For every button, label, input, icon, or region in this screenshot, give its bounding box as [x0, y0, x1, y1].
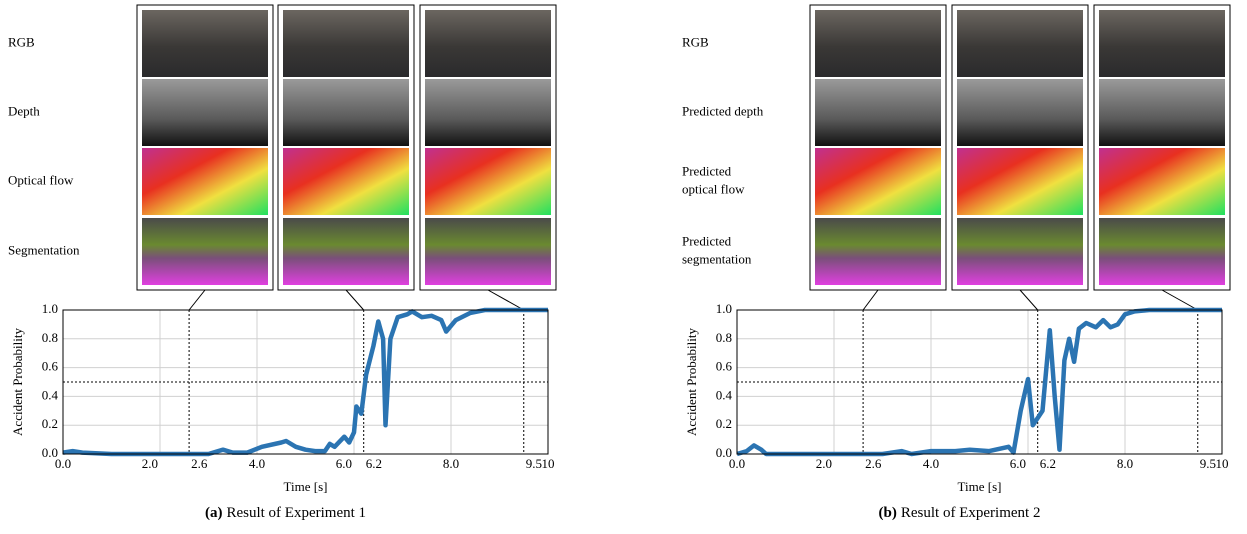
caption-label: (b): [879, 505, 897, 521]
frame-image: [1099, 148, 1225, 215]
y-tick-label: 0.2: [42, 416, 58, 431]
frame-image: [142, 10, 268, 77]
x-tick-label: 9.5: [526, 456, 542, 471]
row-label: optical flow: [682, 181, 745, 196]
caption: (b) Result of Experiment 2: [879, 505, 1041, 521]
y-tick-label: 0.6: [42, 359, 59, 374]
y-axis-label: Accident Probability: [684, 328, 699, 436]
y-tick-label: 0.0: [42, 445, 58, 460]
frame-image: [1099, 218, 1225, 285]
frame-image: [283, 148, 409, 215]
x-axis-label: Time [s]: [284, 479, 328, 494]
caption: (a) Result of Experiment 1: [205, 505, 366, 521]
x-tick-label: 6.2: [366, 456, 382, 471]
frame-image: [815, 218, 941, 285]
frame-image: [425, 79, 551, 146]
x-axis-label: Time [s]: [958, 479, 1002, 494]
data-line: [62, 307, 548, 457]
y-tick-label: 0.6: [716, 359, 733, 374]
x-tick-label: 4.0: [923, 456, 939, 471]
x-tick-label: 6.0: [1010, 456, 1026, 471]
x-tick-label: 6.0: [336, 456, 352, 471]
frame-image: [957, 218, 1083, 285]
row-label: Depth: [8, 103, 40, 118]
row-label: Predicted: [682, 163, 732, 178]
frame-image: [425, 148, 551, 215]
frame-image: [283, 218, 409, 285]
frame-connector: [1019, 289, 1039, 311]
row-label: Predicted depth: [682, 103, 764, 118]
x-tick-label: 9.5: [1200, 456, 1216, 471]
frame-image: [1099, 10, 1225, 77]
frame-connector: [487, 289, 524, 311]
row-label: RGB: [8, 34, 35, 49]
row-label: Optical flow: [8, 172, 74, 187]
frame-image: [142, 79, 268, 146]
data-line: [736, 307, 1222, 457]
row-label: segmentation: [682, 251, 752, 266]
axes-frame: [736, 309, 1223, 455]
x-tick-label: 8.0: [1117, 456, 1133, 471]
frame-image: [957, 10, 1083, 77]
x-tick-label: 0.0: [729, 456, 745, 471]
y-tick-label: 1.0: [716, 301, 732, 316]
axes-frame: [62, 309, 549, 455]
x-tick-label: 10: [542, 456, 555, 471]
y-tick-label: 0.4: [716, 387, 733, 402]
frame-connector: [345, 289, 365, 311]
frame-connector: [1161, 289, 1198, 311]
frame-image: [142, 218, 268, 285]
frame-connector: [862, 289, 879, 311]
y-tick-label: 0.0: [716, 445, 732, 460]
row-label: Predicted: [682, 233, 732, 248]
y-tick-label: 0.4: [42, 387, 59, 402]
x-tick-label: 10: [1216, 456, 1229, 471]
frame-image: [283, 79, 409, 146]
caption-label: (a): [205, 505, 223, 521]
x-tick-label: 6.2: [1040, 456, 1056, 471]
x-tick-label: 2.6: [865, 456, 882, 471]
y-tick-label: 0.2: [716, 416, 732, 431]
frame-connector: [188, 289, 206, 311]
x-tick-label: 4.0: [249, 456, 265, 471]
frame-image: [957, 79, 1083, 146]
caption-text: Result of Experiment 1: [226, 505, 366, 521]
y-tick-label: 0.8: [42, 330, 58, 345]
frame-image: [425, 10, 551, 77]
frame-image: [815, 79, 941, 146]
y-tick-label: 0.8: [716, 330, 732, 345]
frame-image: [283, 10, 409, 77]
frame-image: [957, 148, 1083, 215]
caption-text: Result of Experiment 2: [901, 505, 1041, 521]
y-axis-label: Accident Probability: [10, 328, 25, 436]
frame-image: [425, 218, 551, 285]
x-tick-label: 2.0: [816, 456, 832, 471]
frame-image: [815, 148, 941, 215]
y-tick-label: 1.0: [42, 301, 58, 316]
x-tick-label: 8.0: [443, 456, 459, 471]
row-label: Segmentation: [8, 242, 80, 257]
x-tick-label: 2.6: [191, 456, 208, 471]
x-tick-label: 0.0: [55, 456, 71, 471]
frame-image: [1099, 79, 1225, 146]
row-label: RGB: [682, 34, 709, 49]
x-tick-label: 2.0: [142, 456, 158, 471]
frame-image: [142, 148, 268, 215]
frame-image: [815, 10, 941, 77]
